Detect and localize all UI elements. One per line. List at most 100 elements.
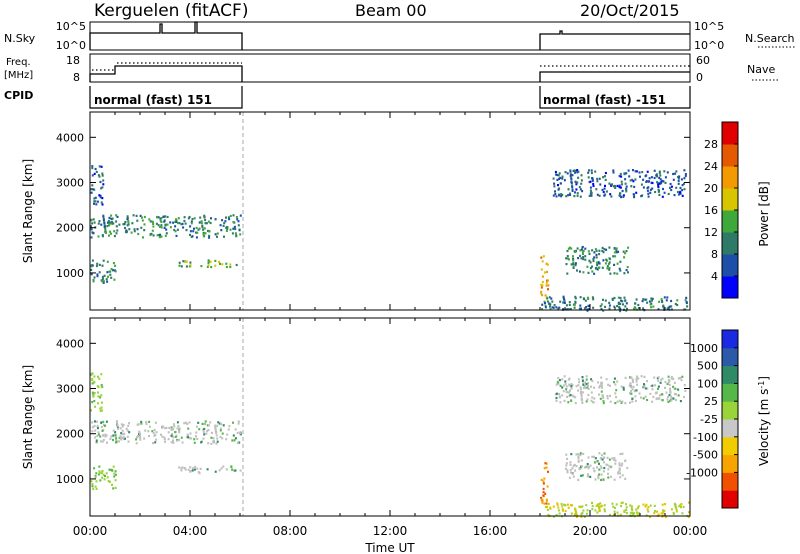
echo-pixel bbox=[575, 453, 578, 456]
echo-pixel bbox=[575, 512, 578, 515]
echo-pixel bbox=[100, 223, 103, 226]
echo-pixel bbox=[583, 386, 586, 389]
echo-pixel bbox=[574, 513, 576, 516]
echo-pixel bbox=[586, 465, 589, 468]
echo-pixel bbox=[655, 391, 658, 394]
echo-pixel bbox=[608, 513, 611, 517]
echo-pixel bbox=[154, 441, 157, 444]
echo-pixel bbox=[189, 261, 192, 264]
echo-pixel bbox=[558, 379, 561, 382]
echo-pixel bbox=[234, 232, 237, 235]
echo-pixel bbox=[173, 425, 176, 428]
y-tick-label: 1000 bbox=[56, 267, 84, 280]
echo-pixel bbox=[555, 399, 558, 402]
echo-pixel bbox=[162, 215, 165, 218]
echo-pixel bbox=[594, 267, 597, 270]
echo-pixel bbox=[600, 384, 603, 387]
echo-pixel bbox=[98, 220, 101, 223]
echo-pixel bbox=[669, 186, 671, 189]
echo-pixel bbox=[624, 299, 627, 302]
echo-pixel bbox=[165, 228, 168, 231]
echo-pixel bbox=[591, 270, 594, 273]
echo-pixel bbox=[590, 194, 593, 197]
echo-pixel bbox=[570, 512, 573, 515]
echo-pixel bbox=[210, 431, 213, 434]
echo-pixel bbox=[101, 440, 104, 443]
echo-pixel bbox=[640, 375, 643, 378]
echo-pixel bbox=[236, 442, 239, 445]
echo-pixel bbox=[578, 381, 581, 384]
echo-pixel bbox=[618, 467, 621, 470]
echo-pixel bbox=[542, 494, 545, 497]
echo-region-5 bbox=[540, 462, 549, 505]
echo-pixel bbox=[681, 184, 684, 187]
echo-pixel bbox=[608, 301, 611, 304]
echo-pixel bbox=[586, 309, 589, 312]
echo-pixel bbox=[568, 301, 571, 304]
nsearch-label: N.Search bbox=[745, 32, 795, 45]
echo-pixel bbox=[574, 264, 577, 267]
echo-pixel bbox=[661, 509, 664, 512]
echo-pixel bbox=[566, 257, 569, 260]
echo-pixel bbox=[634, 399, 637, 402]
echo-pixel bbox=[558, 306, 561, 309]
echo-pixel bbox=[589, 464, 592, 467]
colorbar-tick-label: -100 bbox=[693, 431, 718, 444]
echo-pixel bbox=[216, 437, 219, 440]
echo-pixel bbox=[561, 175, 564, 178]
echo-pixel bbox=[184, 421, 187, 424]
colorbar-band bbox=[722, 365, 738, 384]
echo-pixel bbox=[555, 195, 558, 198]
echo-pixel bbox=[672, 172, 675, 176]
echo-pixel bbox=[621, 452, 624, 455]
echo-pixel bbox=[188, 437, 191, 440]
echo-pixel bbox=[610, 195, 613, 198]
echo-pixel bbox=[668, 393, 671, 397]
echo-pixel bbox=[210, 266, 213, 269]
echo-pixel bbox=[124, 230, 127, 234]
echo-pixel bbox=[173, 228, 176, 232]
echo-pixel bbox=[677, 179, 680, 182]
echo-pixel bbox=[599, 384, 601, 387]
echo-pixel bbox=[615, 503, 618, 506]
echo-pixel bbox=[670, 377, 673, 380]
echo-pixel bbox=[677, 388, 680, 391]
echo-pixel bbox=[619, 472, 621, 475]
echo-pixel bbox=[596, 504, 599, 507]
echo-pixel bbox=[98, 465, 101, 468]
echo-pixel bbox=[622, 194, 625, 197]
echo-pixel bbox=[669, 182, 672, 186]
echo-pixel bbox=[597, 475, 600, 478]
echo-pixel bbox=[235, 216, 238, 219]
echo-pixel bbox=[627, 246, 630, 249]
echo-pixel bbox=[200, 221, 203, 224]
echo-pixel bbox=[92, 280, 95, 283]
echo-pixel bbox=[629, 504, 632, 507]
echo-pixel bbox=[589, 475, 592, 478]
echo-pixel bbox=[549, 507, 552, 510]
echo-pixel bbox=[546, 270, 548, 273]
echo-pixel bbox=[592, 401, 595, 404]
echo-pixel bbox=[664, 181, 667, 184]
echo-pixel bbox=[140, 420, 143, 424]
echo-pixel bbox=[622, 250, 625, 253]
echo-pixel bbox=[574, 180, 577, 183]
echo-pixel bbox=[122, 438, 125, 441]
echo-pixel bbox=[591, 508, 594, 511]
echo-pixel bbox=[612, 185, 615, 188]
echo-pixel bbox=[601, 266, 604, 269]
echo-pixel bbox=[540, 286, 543, 289]
echo-pixel bbox=[606, 267, 609, 270]
echo-pixel bbox=[604, 299, 607, 302]
echo-pixel bbox=[566, 172, 569, 175]
echo-pixel bbox=[543, 502, 546, 505]
echo-pixel bbox=[128, 228, 131, 231]
echo-pixel bbox=[616, 511, 619, 514]
echo-pixel bbox=[586, 384, 589, 387]
echo-pixel bbox=[618, 186, 621, 189]
echo-pixel bbox=[649, 515, 651, 518]
echo-pixel bbox=[110, 268, 113, 271]
echo-pixel bbox=[136, 219, 139, 222]
echo-pixel bbox=[572, 262, 575, 266]
